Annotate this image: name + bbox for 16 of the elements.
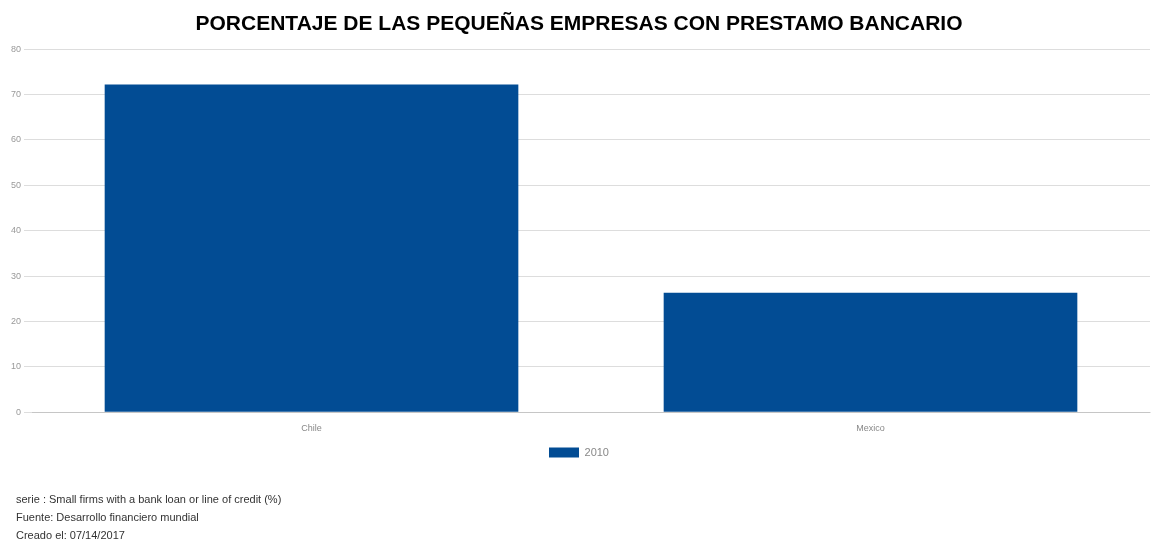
y-tick-label: 60 — [11, 134, 22, 145]
y-tick-label: 30 — [11, 270, 22, 281]
x-tick-label: Mexico — [856, 423, 885, 434]
y-tick-label: 50 — [11, 179, 22, 190]
y-tick-label: 80 — [11, 43, 22, 54]
source-note: Fuente: Desarrollo financiero mundial — [16, 510, 200, 525]
y-tick-label: 10 — [11, 361, 22, 372]
legend-label: 2010 — [584, 445, 609, 458]
y-tick-label: 0 — [16, 406, 22, 417]
text: Creado el: 07/14/2017 — [16, 528, 126, 543]
y-tick-label: 20 — [11, 315, 22, 326]
y-tick-label: 70 — [11, 89, 22, 100]
y-tick-label: 40 — [11, 225, 22, 236]
chart-title: PORCENTAJE DE LAS PEQUEÑAS EMPRESAS CON PRESTAMO BANCARIO — [195, 11, 963, 35]
x-tick-label: Chile — [301, 423, 322, 434]
text: serie : Small firms with a bank loan or line of credit (%) — [16, 492, 283, 507]
